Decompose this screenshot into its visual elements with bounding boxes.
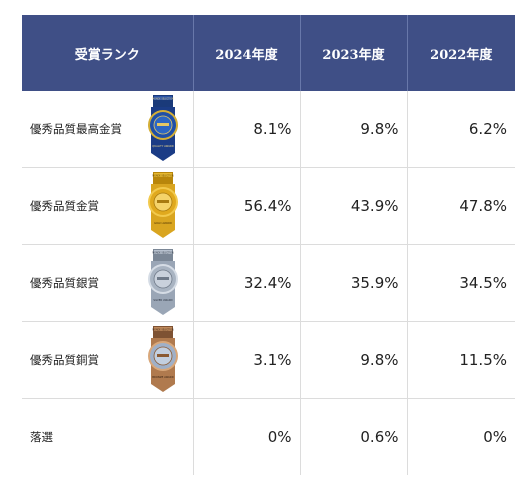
rank-label: 優秀品質銅賞	[30, 353, 99, 367]
value-2024: 3.1%	[193, 321, 301, 399]
medal-top-text: MONDE SELECTION	[152, 251, 174, 254]
value-2023: 43.9%	[300, 167, 408, 245]
award-rank-table-container: 受賞ランク 2024年度 2023年度 2022年度 優秀品質最高金賞 MOND…	[22, 15, 515, 475]
rank-cell: 優秀品質銀賞 MONDE SELECTION SILVER AWARD	[22, 244, 194, 322]
value-2023: 9.8%	[300, 91, 408, 168]
value-2022: 6.2%	[407, 91, 515, 168]
table-row: 優秀品質最高金賞 MONDE SELECTION QUALITY AWARD 8…	[22, 91, 515, 168]
table-row: 落選 0% 0.6% 0%	[22, 398, 515, 475]
value-2024: 0%	[193, 398, 301, 475]
rank-cell: 優秀品質最高金賞 MONDE SELECTION QUALITY AWARD	[22, 91, 194, 168]
rank-cell: 優秀品質銅賞 MONDE SELECTION BRONZE AWARD	[22, 321, 194, 399]
award-rank-table: 受賞ランク 2024年度 2023年度 2022年度 優秀品質最高金賞 MOND…	[22, 15, 515, 475]
medal-bottom-text: QUALITY AWARD	[152, 144, 174, 148]
value-2023: 35.9%	[300, 244, 408, 322]
value-2022: 34.5%	[407, 244, 515, 322]
rank-cell: 落選	[22, 398, 194, 475]
table-row: 優秀品質銅賞 MONDE SELECTION BRONZE AWARD 3.1%	[22, 321, 515, 399]
rank-label: 優秀品質最高金賞	[30, 122, 122, 136]
header-row: 受賞ランク 2024年度 2023年度 2022年度	[22, 15, 515, 91]
bronze-medal-icon: MONDE SELECTION BRONZE AWARD	[147, 326, 178, 392]
rank-label: 優秀品質金賞	[30, 199, 99, 213]
table-row: 優秀品質金賞 MONDE SELECTION GOLD AWARD 56.4%	[22, 167, 515, 245]
rank-cell: 優秀品質金賞 MONDE SELECTION GOLD AWARD	[22, 167, 194, 245]
rank-label: 落選	[30, 430, 53, 444]
grand-gold-medal-icon: MONDE SELECTION QUALITY AWARD	[147, 95, 178, 161]
value-2022: 11.5%	[407, 321, 515, 399]
value-2022: 0%	[483, 428, 507, 446]
header-rank: 受賞ランク	[22, 15, 194, 91]
table-row: 優秀品質銀賞 MONDE SELECTION SILVER AWARD 32.4…	[22, 244, 515, 322]
value-2023: 9.8%	[300, 321, 408, 399]
value-2024: 8.1%	[193, 91, 301, 168]
medal-top-text: MONDE SELECTION	[152, 328, 174, 331]
gold-medal-icon: MONDE SELECTION GOLD AWARD	[147, 172, 178, 238]
value-2022: 47.8%	[407, 167, 515, 245]
medal-bottom-text: GOLD AWARD	[154, 221, 172, 225]
header-year-2022: 2022年度	[407, 15, 515, 91]
rank-label: 優秀品質銀賞	[30, 276, 99, 290]
medal-bottom-text: SILVER AWARD	[153, 298, 172, 302]
medal-top-text: MONDE SELECTION	[152, 174, 174, 177]
header-year-2023: 2023年度	[300, 15, 408, 91]
value-2024: 56.4%	[193, 167, 301, 245]
header-year-2024: 2024年度	[193, 15, 301, 91]
silver-medal-icon: MONDE SELECTION SILVER AWARD	[147, 249, 178, 315]
medal-top-text: MONDE SELECTION	[152, 97, 174, 100]
value-2023: 0.6%	[300, 398, 408, 475]
value-2024: 32.4%	[193, 244, 301, 322]
medal-bottom-text: BRONZE AWARD	[152, 375, 173, 379]
